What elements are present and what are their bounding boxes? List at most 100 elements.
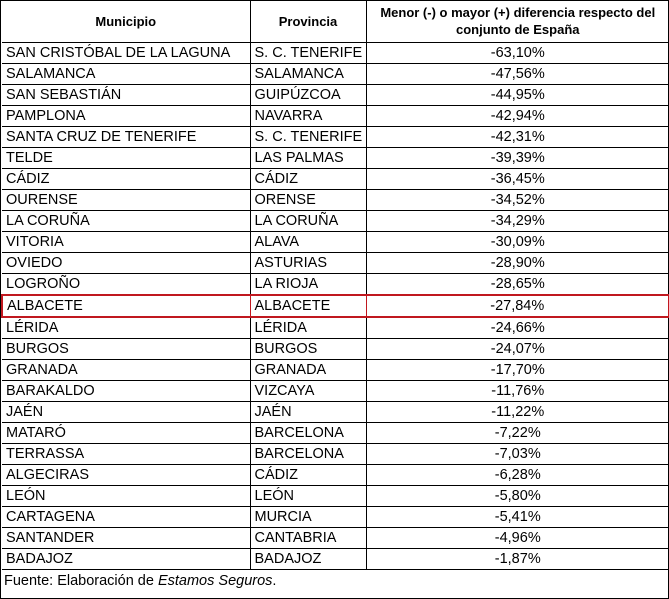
cell-diferencia: -24,07%: [365, 338, 669, 360]
cell-provincia: LAS PALMAS: [249, 147, 366, 169]
source-note-suffix: .: [272, 573, 277, 589]
cell-diferencia: -5,41%: [365, 506, 669, 528]
table-row: JAÉN JAÉN -11,22%: [2, 401, 669, 423]
cell-municipio: VITORIA: [2, 231, 250, 253]
table-row: BURGOS BURGOS -24,07%: [2, 338, 669, 360]
source-note: Fuente: Elaboración de Estamos Seguros.: [1, 570, 668, 592]
table-row: LA CORUÑA LA CORUÑA -34,29%: [2, 210, 669, 232]
table-row: SANTA CRUZ DE TENERIFE S. C. TENERIFE -42,…: [2, 126, 669, 148]
cell-diferencia: -24,66%: [365, 317, 669, 339]
cell-municipio: GRANADA: [2, 359, 250, 381]
cell-diferencia: -5,80%: [365, 485, 669, 507]
cell-diferencia: -17,70%: [365, 359, 669, 381]
cell-provincia: NAVARRA: [249, 105, 366, 127]
table-row: SANTANDER CANTABRIA -4,96%: [2, 527, 669, 549]
cell-municipio: MATARÓ: [2, 422, 250, 444]
cell-diferencia: -42,94%: [365, 105, 669, 127]
cell-municipio: CÁDIZ: [2, 168, 250, 190]
cell-provincia: GRANADA: [249, 359, 366, 381]
cell-municipio: SAN CRISTÓBAL DE LA LAGUNA: [2, 42, 250, 64]
table-row: LOGROÑO LA RIOJA -28,65%: [2, 273, 669, 296]
table-row: BADAJOZ BADAJOZ -1,87%: [2, 548, 669, 570]
municipality-table: Municipio Provincia Menor (-) o mayor (+…: [1, 1, 669, 570]
table-row: CARTAGENA MURCIA -5,41%: [2, 506, 669, 528]
cell-provincia: ASTURIAS: [249, 252, 366, 274]
cell-provincia: BARCELONA: [249, 422, 366, 444]
cell-municipio: SAN SEBASTIÁN: [2, 84, 250, 106]
cell-provincia: BURGOS: [249, 338, 366, 360]
header-municipio: Municipio: [2, 1, 250, 43]
table-row: SAN CRISTÓBAL DE LA LAGUNA S. C. TENERIFE…: [2, 42, 669, 64]
table-row: LEÓN LEÓN -5,80%: [2, 485, 669, 507]
table-row-highlighted: ALBACETE ALBACETE -27,84%: [1, 294, 669, 318]
cell-provincia: ALAVA: [249, 231, 366, 253]
cell-municipio: LOGROÑO: [2, 273, 250, 296]
cell-diferencia: -34,29%: [365, 210, 669, 232]
table-header-row: Municipio Provincia Menor (-) o mayor (+…: [2, 1, 669, 43]
cell-municipio: OURENSE: [2, 189, 250, 211]
table-row: PAMPLONA NAVARRA -42,94%: [2, 105, 669, 127]
cell-diferencia: -44,95%: [365, 84, 669, 106]
cell-municipio: OVIEDO: [2, 252, 250, 274]
table-row: SAN SEBASTIÁN GUIPÚZCOA -44,95%: [2, 84, 669, 106]
cell-provincia: ALBACETE: [249, 294, 366, 318]
table-row: GRANADA GRANADA -17,70%: [2, 359, 669, 381]
cell-provincia: SALAMANCA: [249, 63, 366, 85]
table-row: SALAMANCA SALAMANCA -47,56%: [2, 63, 669, 85]
cell-diferencia: -30,09%: [365, 231, 669, 253]
cell-municipio: ALGECIRAS: [2, 464, 250, 486]
header-provincia: Provincia: [249, 1, 366, 43]
cell-provincia: ORENSE: [249, 189, 366, 211]
cell-provincia: LEÓN: [249, 485, 366, 507]
cell-municipio: BADAJOZ: [2, 548, 250, 570]
source-name: Estamos Seguros: [157, 573, 273, 589]
cell-municipio: ALBACETE: [1, 294, 250, 318]
cell-diferencia: -4,96%: [365, 527, 669, 549]
table-row: CÁDIZ CÁDIZ -36,45%: [2, 168, 669, 190]
cell-municipio: CARTAGENA: [2, 506, 250, 528]
cell-municipio: PAMPLONA: [2, 105, 250, 127]
cell-diferencia: -27,84%: [365, 294, 669, 318]
cell-diferencia: -63,10%: [365, 42, 669, 64]
cell-diferencia: -39,39%: [365, 147, 669, 169]
cell-provincia: CÁDIZ: [249, 168, 366, 190]
cell-municipio: LÉRIDA: [2, 317, 250, 339]
cell-provincia: JAÉN: [249, 401, 366, 423]
cell-provincia: CANTABRIA: [249, 527, 366, 549]
cell-diferencia: -42,31%: [365, 126, 669, 148]
cell-provincia: BADAJOZ: [249, 548, 366, 570]
cell-diferencia: -28,90%: [365, 252, 669, 274]
table-row: OURENSE ORENSE -34,52%: [2, 189, 669, 211]
cell-diferencia: -1,87%: [365, 548, 669, 570]
cell-provincia: S. C. TENERIFE: [249, 126, 366, 148]
cell-municipio: LA CORUÑA: [2, 210, 250, 232]
cell-provincia: LÉRIDA: [249, 317, 366, 339]
cell-diferencia: -36,45%: [365, 168, 669, 190]
cell-diferencia: -7,03%: [365, 443, 669, 465]
cell-diferencia: -11,76%: [365, 380, 669, 402]
cell-provincia: LA RIOJA: [249, 273, 366, 296]
table-row: BARAKALDO VIZCAYA -11,76%: [2, 380, 669, 402]
cell-municipio: JAÉN: [2, 401, 250, 423]
cell-diferencia: -34,52%: [365, 189, 669, 211]
table-row: LÉRIDA LÉRIDA -24,66%: [2, 317, 669, 339]
table-row: MATARÓ BARCELONA -7,22%: [2, 422, 669, 444]
table-row: ALGECIRAS CÁDIZ -6,28%: [2, 464, 669, 486]
table-row: VITORIA ALAVA -30,09%: [2, 231, 669, 253]
cell-municipio: TELDE: [2, 147, 250, 169]
cell-municipio: TERRASSA: [2, 443, 250, 465]
cell-provincia: BARCELONA: [249, 443, 366, 465]
source-note-prefix: Fuente: Elaboración de: [4, 573, 158, 589]
header-diferencia: Menor (-) o mayor (+) diferencia respect…: [365, 1, 669, 43]
table-row: TERRASSA BARCELONA -7,03%: [2, 443, 669, 465]
cell-municipio: SALAMANCA: [2, 63, 250, 85]
cell-provincia: GUIPÚZCOA: [249, 84, 366, 106]
cell-municipio: SANTA CRUZ DE TENERIFE: [2, 126, 250, 148]
table-body: SAN CRISTÓBAL DE LA LAGUNA S. C. TENERIFE…: [1, 42, 669, 570]
cell-provincia: CÁDIZ: [249, 464, 366, 486]
table-row: OVIEDO ASTURIAS -28,90%: [2, 252, 669, 274]
cell-diferencia: -7,22%: [365, 422, 669, 444]
cell-diferencia: -11,22%: [365, 401, 669, 423]
cell-municipio: BURGOS: [2, 338, 250, 360]
